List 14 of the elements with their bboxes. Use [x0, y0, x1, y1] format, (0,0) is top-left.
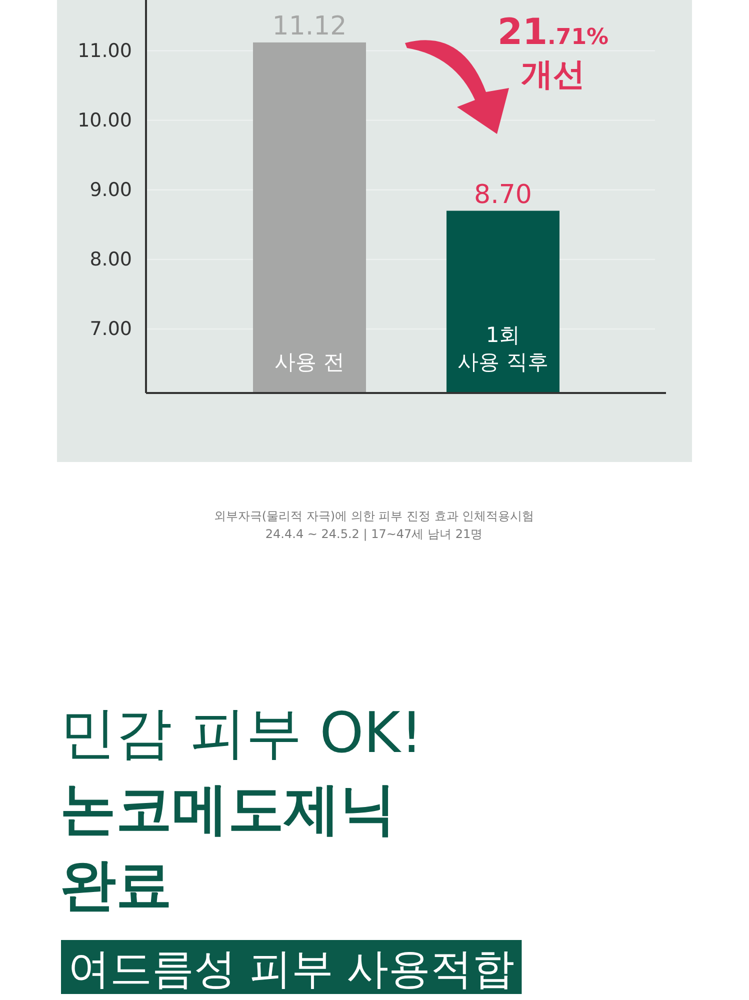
- text: 민감 피부 OK! 논코메도제닉 완료: [60, 701, 423, 918]
- annotation: 21.71% 개선: [497, 12, 609, 93]
- y-tick-label: 10.00: [78, 109, 132, 132]
- y-tick-label: 8.00: [90, 248, 132, 270]
- y-tick-label: 9.00: [90, 178, 132, 201]
- text: 외부자극(물리적 자극)에 의한 피부 진정 효과 인체적용시험: [214, 509, 534, 523]
- x-tick-label: 1회 사용 직후: [458, 323, 548, 374]
- y-tick-label: 11.00: [78, 40, 132, 62]
- data-label: 8.70: [474, 180, 532, 210]
- text: 여드름성 피부 사용적합: [68, 944, 515, 993]
- x-tick-label: 사용 전: [274, 350, 344, 374]
- data-label: 11.12: [272, 11, 347, 42]
- y-tick-label: 7.00: [90, 318, 132, 340]
- text: 24.4.4 ~ 24.5.2 | 17~47세 남녀 21명: [265, 527, 483, 541]
